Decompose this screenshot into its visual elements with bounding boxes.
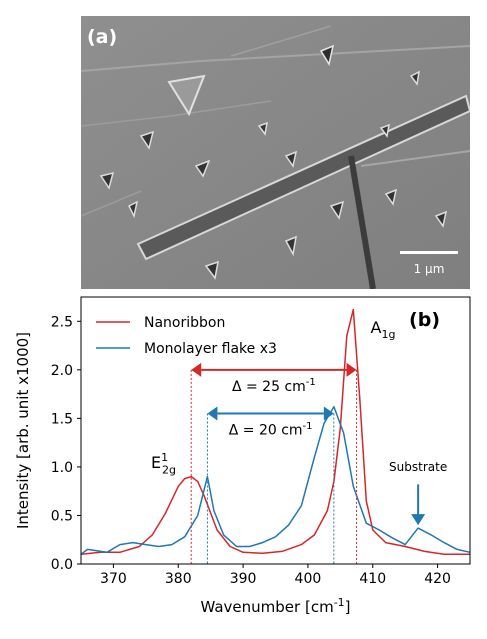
x-tick-label: 370 (100, 571, 127, 587)
y-tick-label: 1.5 (51, 411, 73, 427)
series-line-monolayer-flake (80, 405, 471, 555)
delta-red-label: Δ = 25 cm-1​ (232, 377, 316, 395)
y-axis-label: Intensity [arb. unit x1000] (14, 332, 32, 529)
y-tick-label: 0.0 (51, 557, 73, 573)
delta-blue-label: Δ = 20 cm-1​ (229, 421, 313, 439)
panel-b-label: (b) (409, 309, 440, 331)
panel-a-label: (a) (87, 26, 117, 48)
y-tick-label: 1.0 (51, 460, 73, 476)
sem-image: 1 μm (a) (81, 16, 470, 289)
legend: Nanoribbon Monolayer flake x3 (96, 315, 277, 357)
x-tick-label: 420 (424, 571, 451, 587)
substrate-label: Substrate (389, 460, 447, 474)
x-tick-label: 410 (359, 571, 386, 587)
legend-label-nanoribbon: Nanoribbon (144, 315, 225, 331)
y-tick-label: 0.5 (51, 508, 73, 524)
series-line-nanoribbon (80, 308, 470, 556)
x-axis-label: Wavenumber [cm-1​] (200, 596, 350, 616)
blue-delta-arrow-head-left (207, 406, 218, 421)
substrate-arrow-head (411, 514, 426, 526)
x-tick-label: 390 (230, 571, 257, 587)
sem-image-drawing: 1 μm (a) (81, 16, 470, 289)
scale-bar-label: 1 μm (414, 262, 445, 276)
x-tick-label: 400 (295, 571, 322, 587)
red-delta-arrow-head-right (346, 362, 357, 377)
red-delta-arrow-head-left (191, 362, 202, 377)
plot-frame (80, 296, 471, 565)
x-tick-label: 380 (165, 571, 192, 587)
series-lines (80, 308, 471, 556)
blue-delta-arrow-head-right (323, 406, 334, 421)
scale-bar (400, 251, 458, 254)
y-tick-label: 2.0 (51, 363, 73, 379)
axes: 370 380 390 400 410 420 0.0 0.5 1.0 1.5 2.0 2.5 Wave… (14, 296, 471, 616)
y-tick-label: 2.5 (51, 314, 73, 330)
a1g-peak-label: A1g​ (371, 318, 396, 341)
legend-label-monolayer-flake: Monolayer flake x3 (144, 341, 277, 357)
